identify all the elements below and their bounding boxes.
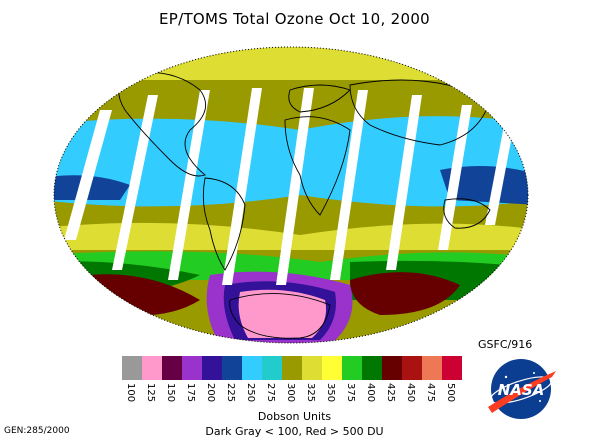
- scale-tick-label: 100: [125, 383, 136, 403]
- scale-tick-label: 325: [305, 383, 316, 403]
- scale-tick-label: 475: [425, 383, 436, 403]
- scale-swatch: [442, 356, 462, 380]
- logo-text: NASA: [498, 381, 545, 399]
- scale-swatch: [182, 356, 202, 380]
- scale-tick-label: 375: [345, 383, 356, 403]
- scale-swatch: [422, 356, 442, 380]
- high-ozone-east: [350, 272, 460, 315]
- color-scale: [122, 356, 462, 380]
- scale-swatch: [342, 356, 362, 380]
- orbit-gaps: [64, 88, 515, 285]
- scale-tick-label: 125: [145, 383, 156, 403]
- scale-tick-label: 400: [365, 383, 376, 403]
- tropical-low-east: [440, 166, 528, 205]
- scale-tick-label: 300: [285, 383, 296, 403]
- scale-tick-label: 425: [385, 383, 396, 403]
- scale-tick-label: 175: [185, 383, 196, 403]
- arctic-band: [54, 47, 528, 80]
- scale-swatch: [142, 356, 162, 380]
- scale-swatch: [302, 356, 322, 380]
- scale-swatch: [222, 356, 242, 380]
- ozone-field: [54, 47, 528, 343]
- continent-outlines: [117, 71, 491, 339]
- nasa-logo-icon: NASA: [488, 359, 556, 419]
- scale-swatch: [122, 356, 142, 380]
- scale-tick-label: 275: [265, 383, 276, 403]
- scale-tick-label: 350: [325, 383, 336, 403]
- europe-outline: [288, 84, 351, 113]
- scale-swatch: [362, 356, 382, 380]
- north-america-outline: [117, 71, 207, 177]
- scale-tick-label: 450: [405, 383, 416, 403]
- scale-swatch: [162, 356, 182, 380]
- generation-id: GEN:285/2000: [4, 426, 70, 436]
- scale-tick-label: 225: [225, 383, 236, 403]
- asia-outline: [349, 79, 491, 146]
- units-label: Dobson Units: [257, 410, 332, 423]
- scale-swatch: [382, 356, 402, 380]
- south-america-outline: [202, 177, 246, 271]
- antarctica-outline: [229, 293, 331, 339]
- map-title: EP/TOMS Total Ozone Oct 10, 2000: [158, 10, 431, 28]
- scale-swatch: [322, 356, 342, 380]
- ozone-hole-core: [238, 289, 327, 338]
- scale-tick-label: 250: [245, 383, 256, 403]
- scale-swatch: [242, 356, 262, 380]
- credit-label: GSFC/916: [478, 338, 533, 351]
- scale-tick-label: 500: [445, 383, 456, 403]
- range-note: Dark Gray < 100, Red > 500 DU: [205, 425, 384, 438]
- australia-outline: [443, 198, 491, 229]
- africa-outline: [284, 116, 351, 216]
- scale-swatch: [282, 356, 302, 380]
- scale-swatch: [262, 356, 282, 380]
- scale-swatch: [402, 356, 422, 380]
- scale-tick-label: 150: [165, 383, 176, 403]
- globe-outline: [53, 46, 529, 344]
- scale-swatch: [202, 356, 222, 380]
- scale-tick-label: 200: [205, 383, 216, 403]
